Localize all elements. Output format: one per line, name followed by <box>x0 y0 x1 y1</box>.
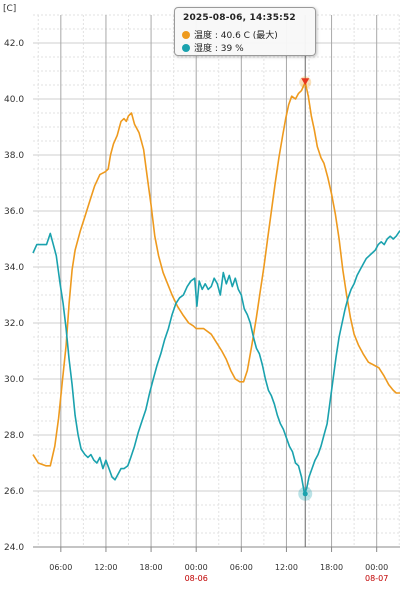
y-tick-label: 40.0 <box>4 95 24 105</box>
x-tick-label: 06:00 <box>49 563 72 572</box>
humidity-dot-icon <box>182 43 190 52</box>
y-tick-label: 24.0 <box>4 543 24 553</box>
tooltip-title: 2025-08-06, 14:35:52 <box>183 13 296 23</box>
unit-label: [C] <box>3 4 16 14</box>
y-tick-label: 42.0 <box>4 39 24 49</box>
tooltip-temperature-row: 温度 : 40.6 C (最大) <box>182 28 278 41</box>
temperature-series-line <box>32 81 400 467</box>
tooltip-temperature-text: 温度 : 40.6 C (最大) <box>194 31 278 41</box>
max-marker-icon <box>301 78 310 86</box>
date-label: 08-06 <box>185 574 208 583</box>
x-tick-label: 18:00 <box>140 563 163 572</box>
x-tick-label: 18:00 <box>320 563 343 572</box>
tooltip-humidity-text: 湿度 : 39 % <box>194 44 244 54</box>
y-tick-label: 38.0 <box>4 151 24 161</box>
temperature-dot-icon <box>182 30 190 39</box>
y-tick-label: 30.0 <box>4 375 24 385</box>
tooltip: 2025-08-06, 14:35:52 温度 : 40.6 C (最大) 湿度… <box>174 7 316 56</box>
x-tick-label: 12:00 <box>275 563 298 572</box>
humidity-point <box>302 491 308 497</box>
humidity-series-line <box>32 230 400 495</box>
x-tick-label: 00:00 <box>185 563 208 572</box>
y-tick-label: 32.0 <box>4 319 24 329</box>
date-label: 08-07 <box>365 574 388 583</box>
x-tick-label: 12:00 <box>94 563 117 572</box>
y-tick-label: 36.0 <box>4 207 24 217</box>
y-tick-label: 28.0 <box>4 431 24 441</box>
y-tick-label: 34.0 <box>4 263 24 273</box>
y-tick-label: 26.0 <box>4 487 24 497</box>
x-tick-label: 00:00 <box>365 563 388 572</box>
x-tick-label: 06:00 <box>230 563 253 572</box>
tooltip-humidity-row: 湿度 : 39 % <box>182 41 244 54</box>
